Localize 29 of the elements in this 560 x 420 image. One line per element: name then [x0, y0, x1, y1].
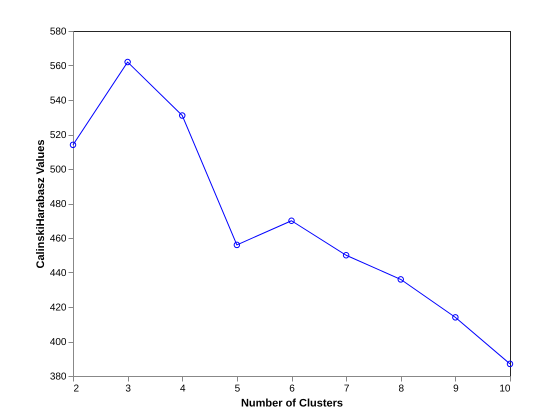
point [288, 218, 295, 224]
y-tick-label: 520 [50, 130, 67, 141]
point [342, 252, 350, 258]
x-tick-label: 5 [234, 384, 241, 394]
y-tick-label: 580 [50, 26, 67, 38]
x-tick-label: 4 [180, 384, 186, 394]
y-axis-title: CalinskiHarabasz Values [34, 139, 47, 269]
y-tick-label: 460 [50, 234, 67, 244]
y-tick-label: 440 [50, 268, 67, 279]
y-tick-label: 540 [50, 96, 67, 106]
x-tick-label: 3 [125, 384, 132, 394]
point [124, 58, 131, 66]
x-tick-label: 7 [344, 384, 350, 394]
x-tick-label: 9 [453, 384, 460, 394]
point [452, 314, 459, 321]
y-tick-label: 500 [50, 164, 67, 176]
point [398, 276, 404, 283]
y-tick-label: 480 [50, 199, 67, 210]
y-tick-label: 420 [50, 302, 67, 314]
y-tick-label: 380 [50, 372, 67, 382]
x-axis-title: Number of Clusters [240, 398, 344, 410]
point [179, 112, 186, 119]
y-tick-label: 560 [50, 61, 67, 72]
x-tick-label: 2 [74, 384, 80, 394]
point [234, 242, 240, 248]
y-tick-label: 400 [50, 337, 67, 348]
x-tick-label: 8 [398, 384, 404, 394]
x-tick-label: 10 [499, 384, 511, 394]
x-tick-label: 6 [289, 384, 296, 394]
